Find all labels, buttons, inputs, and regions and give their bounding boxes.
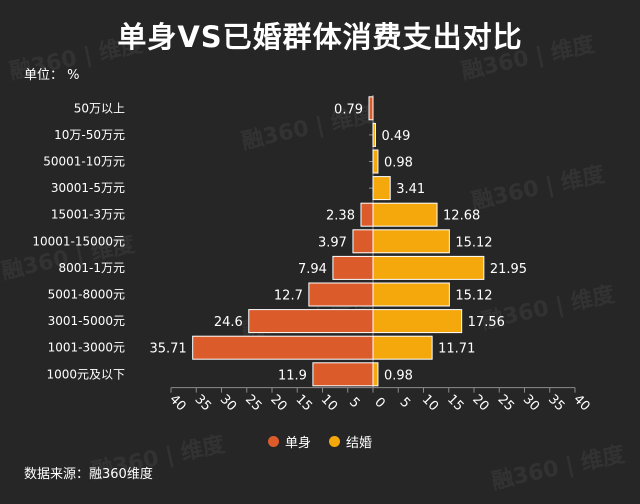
category-label: 30001-5万元 — [51, 181, 125, 195]
x-tick-label: 10 — [318, 392, 340, 414]
data-label-single: 7.94 — [298, 262, 327, 277]
bar-married — [372, 149, 379, 174]
bar-single — [352, 229, 374, 254]
bar-married — [372, 362, 379, 387]
data-label-single: 11.9 — [278, 368, 307, 383]
bar-married — [372, 335, 433, 360]
data-label-married: 12.68 — [443, 209, 480, 224]
bar-single — [308, 282, 374, 307]
legend-item-married[interactable]: 结婚 — [329, 432, 372, 451]
bar-married — [372, 255, 485, 280]
x-tick-label: 0 — [371, 395, 387, 411]
unit-label: 单位： % — [24, 68, 80, 83]
data-label-married: 3.41 — [396, 182, 425, 197]
legend-label-married: 结婚 — [346, 436, 373, 451]
bar-married — [372, 176, 391, 201]
data-label-single: 0.79 — [334, 102, 363, 117]
x-tick-label: 10 — [419, 392, 441, 414]
category-label: 8001-1万元 — [58, 261, 125, 275]
x-tick-label: 20 — [267, 392, 289, 414]
data-label-single: 24.6 — [214, 315, 243, 330]
data-label-married: 0.98 — [384, 368, 413, 383]
legend: 单身 结婚 — [0, 432, 640, 451]
category-label: 1001-3000元 — [48, 341, 125, 355]
bar-single — [192, 335, 374, 360]
category-label: 50001-10万元 — [43, 155, 125, 169]
bar-married — [372, 282, 450, 307]
x-tick-label: 5 — [346, 395, 362, 411]
x-tick-label: 15 — [293, 392, 315, 414]
bar-single — [248, 309, 374, 334]
data-label-married: 11.71 — [438, 342, 475, 357]
x-tick-label: 25 — [242, 392, 264, 414]
data-label-married: 21.95 — [490, 262, 527, 277]
bar-single — [360, 202, 374, 227]
legend-item-single[interactable]: 单身 — [267, 432, 311, 451]
data-label-married: 15.12 — [455, 289, 492, 304]
data-label-married: 0.49 — [381, 129, 410, 144]
data-label-single: 2.38 — [326, 209, 355, 224]
bar-married — [372, 202, 438, 227]
x-tick-label: 20 — [469, 392, 491, 414]
data-label-married: 0.98 — [384, 156, 413, 171]
category-label: 10001-15000元 — [32, 234, 125, 248]
legend-label-single: 单身 — [284, 436, 311, 451]
bar-single — [332, 255, 374, 280]
data-label-married: 17.56 — [468, 315, 505, 330]
x-tick-label: 30 — [217, 392, 239, 414]
data-label-single: 3.97 — [318, 235, 347, 250]
data-label-married: 15.12 — [455, 235, 492, 250]
bar-single — [312, 362, 374, 387]
bar-married — [372, 122, 376, 147]
chart-title: 单身VS已婚群体消费支出对比 — [117, 20, 523, 54]
bar-married — [372, 309, 463, 334]
category-label: 15001-3万元 — [51, 208, 125, 222]
data-source: 数据来源：融360维度 — [24, 467, 153, 482]
x-tick-label: 30 — [520, 392, 542, 414]
x-tick-label: 40 — [570, 392, 592, 414]
x-tick-label: 25 — [495, 392, 517, 414]
category-label: 1000元及以下 — [46, 367, 125, 381]
bar-single — [368, 96, 374, 121]
x-tick-label: 40 — [166, 392, 188, 414]
x-tick-label: 35 — [545, 392, 567, 414]
data-label-single: 12.7 — [274, 289, 303, 304]
legend-swatch-married — [329, 436, 340, 447]
bar-married — [372, 229, 450, 254]
x-tick-label: 5 — [396, 395, 412, 411]
x-tick-label: 35 — [192, 392, 214, 414]
x-tick-label: 15 — [444, 392, 466, 414]
category-label: 5001-8000元 — [48, 288, 125, 302]
legend-swatch-single — [267, 436, 279, 447]
data-label-single: 35.71 — [149, 342, 186, 357]
category-label: 3001-5000元 — [48, 314, 125, 328]
category-label: 50万以上 — [74, 101, 125, 115]
category-label: 10万-50万元 — [54, 128, 125, 142]
